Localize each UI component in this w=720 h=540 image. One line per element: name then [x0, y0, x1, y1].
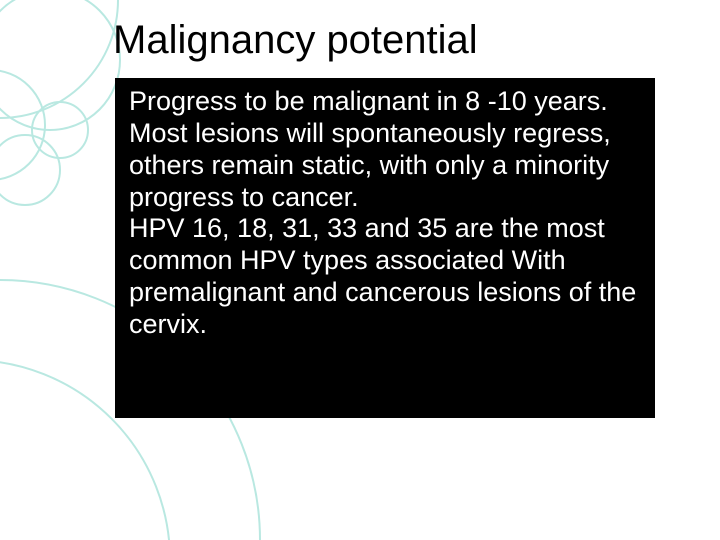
slide-container: Malignancy potential Progress to be mali…	[0, 0, 720, 540]
body-line-1: Progress to be malignant in 8 -10 years.	[129, 86, 641, 118]
body-line-3: HPV 16, 18, 31, 33 and 35 are the most c…	[129, 213, 641, 340]
body-line-2: Most lesions will spontaneously regress,…	[129, 118, 641, 214]
slide-title: Malignancy potential	[113, 18, 478, 63]
body-box: Progress to be malignant in 8 -10 years.…	[115, 78, 655, 418]
body-text: Progress to be malignant in 8 -10 years.…	[129, 86, 641, 341]
